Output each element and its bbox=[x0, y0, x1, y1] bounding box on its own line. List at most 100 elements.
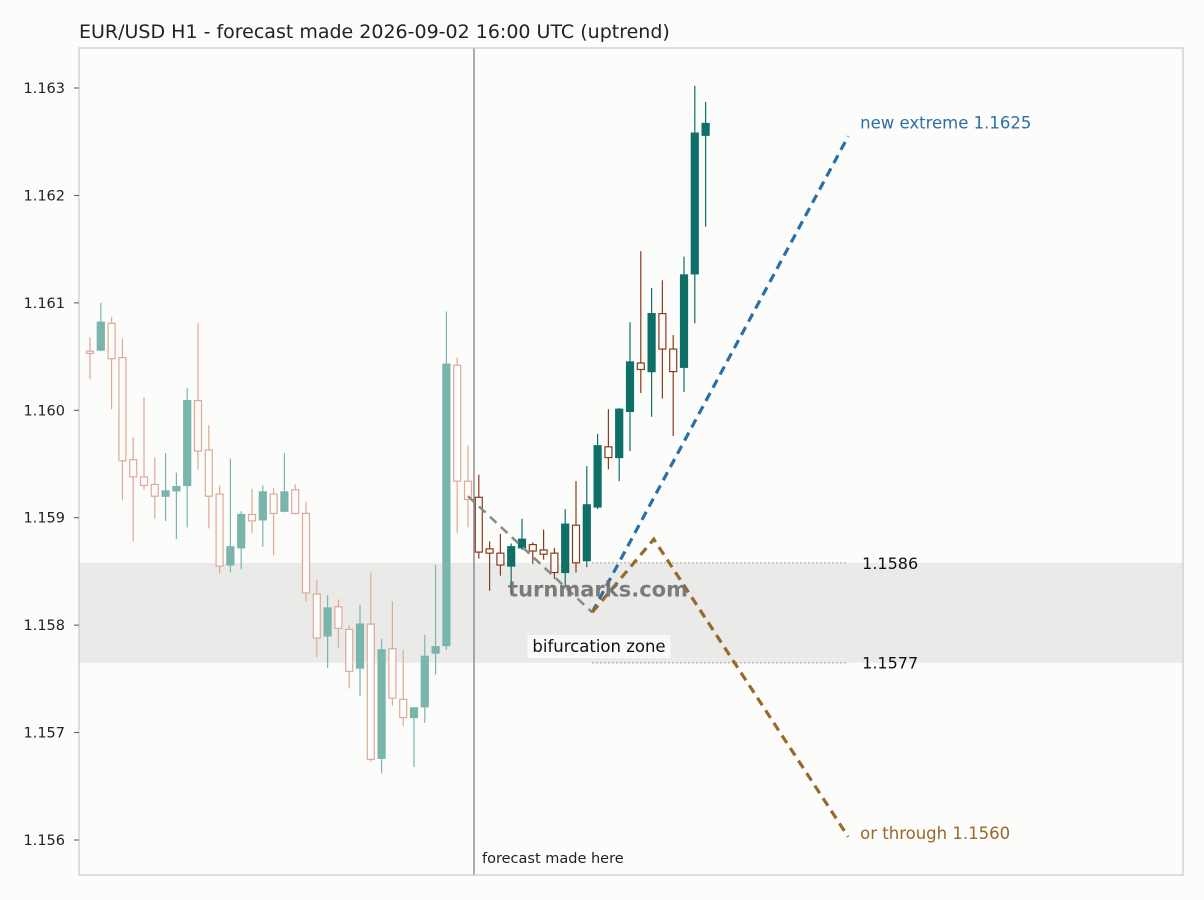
scenario-path-pre bbox=[467, 495, 594, 614]
history-candle bbox=[399, 649, 408, 727]
candle-body bbox=[453, 364, 462, 482]
history-candle bbox=[204, 425, 213, 529]
forecast-candle bbox=[582, 466, 591, 568]
candle-body bbox=[215, 493, 224, 567]
candle-body bbox=[690, 132, 699, 275]
candle-body bbox=[647, 313, 656, 373]
history-candle bbox=[420, 634, 429, 723]
history-candle bbox=[226, 458, 235, 573]
history-candle bbox=[150, 457, 159, 519]
history-candle bbox=[312, 580, 321, 658]
forecast-made-here-label: forecast made here bbox=[482, 851, 624, 867]
candle-body bbox=[204, 449, 213, 497]
candle-body bbox=[183, 400, 192, 487]
candle-body bbox=[269, 493, 278, 515]
downtrend-scenario-label: or through 1.1560 bbox=[860, 824, 1010, 843]
forecast-candle bbox=[485, 541, 494, 591]
candle-body bbox=[474, 496, 483, 553]
candle-body bbox=[334, 606, 343, 629]
history-candle bbox=[129, 437, 138, 542]
forecast-candle bbox=[496, 533, 505, 576]
history-candle bbox=[334, 599, 343, 648]
y-tick-label: 1.161 bbox=[23, 296, 65, 312]
forecast-candle bbox=[679, 256, 689, 393]
scenario-paths bbox=[467, 135, 850, 838]
forecast-candle bbox=[571, 481, 581, 573]
forecast-candle bbox=[636, 251, 645, 394]
chart-title: EUR/USD H1 - forecast made 2026-09-02 16… bbox=[79, 21, 670, 43]
forecast-candle bbox=[550, 547, 559, 579]
history-candle bbox=[442, 311, 451, 650]
history-candle bbox=[237, 511, 246, 570]
candle-body bbox=[312, 593, 321, 639]
candle-body bbox=[593, 445, 602, 508]
y-tick-label: 1.160 bbox=[23, 403, 65, 419]
candle-body bbox=[539, 549, 548, 555]
candle-body bbox=[485, 548, 494, 554]
annotation-labels: EUR/USD H1 - forecast made 2026-09-02 16… bbox=[79, 21, 1031, 867]
history-candle bbox=[183, 387, 192, 528]
history-candle bbox=[139, 397, 149, 490]
bifurcation-zone-label: bifurcation zone bbox=[532, 637, 665, 656]
candle-body bbox=[377, 649, 386, 759]
history-candle bbox=[280, 453, 289, 513]
candle-body bbox=[517, 538, 527, 549]
history-candle bbox=[161, 453, 170, 521]
candle-body bbox=[615, 408, 624, 459]
history-candle bbox=[96, 302, 105, 352]
forecast-candle bbox=[690, 85, 699, 324]
history-candle bbox=[118, 338, 127, 501]
history-candle bbox=[323, 595, 332, 669]
watermark: turnmarks.com bbox=[508, 577, 688, 601]
forecast-candle bbox=[507, 543, 516, 596]
y-tick-label: 1.157 bbox=[23, 726, 65, 742]
candle-body bbox=[226, 546, 235, 566]
y-axis: 1.156 1.157 1.158 1.159 1.160 1.161 1.162 1.163 bbox=[23, 81, 79, 849]
forecast-candle bbox=[625, 322, 635, 452]
candle-body bbox=[345, 628, 354, 672]
forecast-candles bbox=[474, 85, 710, 596]
candle-body bbox=[193, 400, 203, 452]
history-candle bbox=[247, 488, 257, 533]
candle-body bbox=[625, 361, 635, 412]
candle-body bbox=[107, 322, 116, 360]
forecast-candle bbox=[615, 408, 624, 482]
candle-body bbox=[258, 491, 267, 521]
candle-body bbox=[463, 480, 473, 501]
plot-frame bbox=[78, 47, 1184, 876]
history-candle bbox=[366, 572, 375, 762]
candle-body bbox=[669, 348, 678, 373]
history-candle bbox=[172, 472, 181, 540]
candle-body bbox=[388, 648, 397, 699]
history-candle bbox=[269, 487, 278, 556]
candle-body bbox=[280, 491, 289, 512]
forecast-candle bbox=[539, 529, 548, 560]
candle-body bbox=[636, 362, 645, 371]
candle-body bbox=[507, 546, 516, 567]
history-candle bbox=[453, 357, 462, 533]
candle-body bbox=[172, 485, 181, 492]
candle-body bbox=[139, 476, 149, 487]
scenario-path-up bbox=[590, 135, 850, 614]
forecast-candle bbox=[474, 474, 483, 559]
history-candle bbox=[431, 564, 440, 675]
candle-body bbox=[604, 446, 613, 459]
level-lines bbox=[592, 562, 849, 664]
forecast-candle bbox=[647, 287, 656, 417]
forecast-candle bbox=[561, 509, 570, 587]
candle-body bbox=[442, 363, 451, 647]
history-candle bbox=[107, 316, 116, 410]
candle-body bbox=[550, 552, 559, 574]
y-tick-label: 1.156 bbox=[23, 833, 65, 849]
history-candle bbox=[355, 604, 365, 697]
history-candle bbox=[463, 445, 473, 528]
history-candle bbox=[291, 484, 300, 515]
y-tick-label: 1.159 bbox=[23, 511, 65, 527]
candle-body bbox=[366, 623, 375, 761]
forecast-candle bbox=[701, 101, 710, 227]
candle-body bbox=[85, 350, 95, 354]
forecast-candle bbox=[669, 335, 678, 437]
